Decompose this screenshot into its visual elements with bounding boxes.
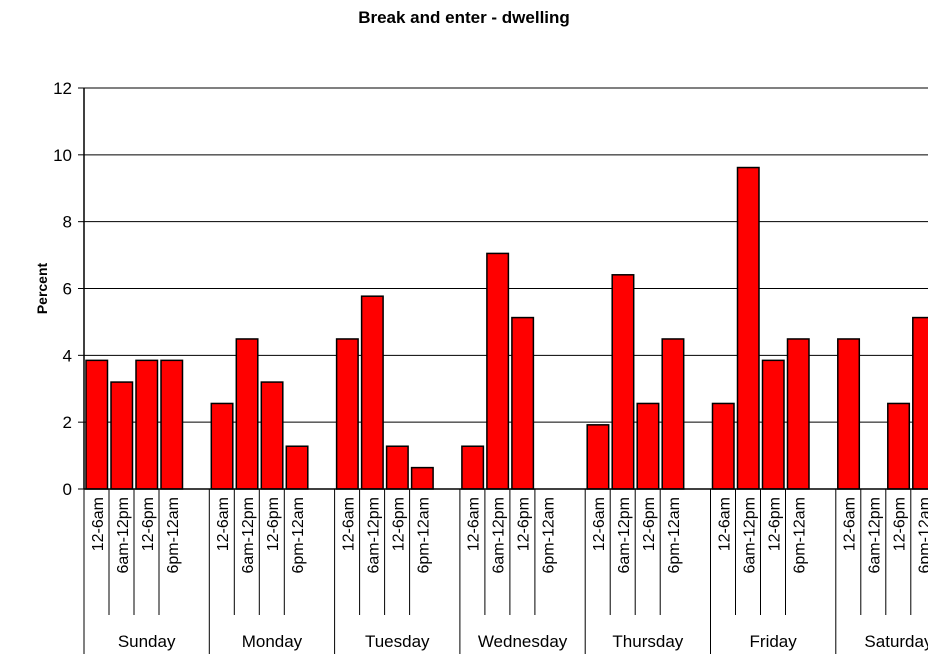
bar <box>736 166 760 490</box>
bar <box>410 466 434 490</box>
y-tick-label: 10 <box>53 146 72 165</box>
bar <box>360 295 384 490</box>
chart-title: Break and enter - dwelling <box>358 8 570 27</box>
y-tick-label: 2 <box>63 413 72 432</box>
period-label: 6am-12pm <box>616 497 633 573</box>
bar <box>285 445 309 490</box>
bar <box>160 359 184 490</box>
period-label: 12-6am <box>466 497 483 551</box>
bar <box>235 338 259 490</box>
bar <box>385 445 409 490</box>
period-label: 12-6pm <box>390 497 407 551</box>
bar <box>711 402 735 490</box>
period-label: 12-6pm <box>140 497 157 551</box>
period-label: 12-6am <box>340 497 357 551</box>
period-label: 6am-12pm <box>365 497 382 573</box>
period-label: 6am-12pm <box>867 497 884 573</box>
y-tick-label: 4 <box>63 346 72 365</box>
bar <box>611 274 635 490</box>
bar <box>912 316 928 490</box>
bar <box>786 338 810 490</box>
y-tick-label: 12 <box>53 79 72 98</box>
bar <box>486 252 510 490</box>
period-label: 12-6am <box>215 497 232 551</box>
period-label: 12-6am <box>591 497 608 551</box>
y-tick-label: 6 <box>63 280 72 299</box>
bar <box>461 445 485 490</box>
bar <box>887 402 911 490</box>
period-label: 12-6pm <box>265 497 282 551</box>
period-label: 6am-12pm <box>741 497 758 573</box>
period-label: 12-6pm <box>516 497 533 551</box>
period-label: 6pm-12am <box>917 497 928 573</box>
y-tick-label: 8 <box>63 213 72 232</box>
period-label: 6pm-12am <box>415 497 432 573</box>
period-label: 12-6pm <box>766 497 783 551</box>
bar <box>511 316 535 490</box>
bar <box>210 402 234 490</box>
period-label: 6pm-12am <box>666 497 683 573</box>
bar <box>661 338 685 490</box>
period-label: 12-6pm <box>641 497 658 551</box>
bar <box>85 359 109 490</box>
period-label: 12-6pm <box>892 497 909 551</box>
period-label: 6pm-12am <box>290 497 307 573</box>
bar <box>761 359 785 490</box>
y-tick-label: 0 <box>63 480 72 499</box>
period-label: 12-6am <box>842 497 859 551</box>
period-label: 6am-12pm <box>491 497 508 573</box>
bar <box>260 381 284 490</box>
bar <box>837 338 861 490</box>
y-axis-label: Percent <box>34 262 50 314</box>
day-label: Monday <box>242 632 303 651</box>
day-label: Saturday <box>864 632 928 651</box>
period-label: 6am-12pm <box>240 497 257 573</box>
day-label: Friday <box>750 632 798 651</box>
period-label: 6pm-12am <box>791 497 808 573</box>
bar <box>110 381 134 490</box>
bar <box>636 402 660 490</box>
bar <box>335 338 359 490</box>
period-label: 6pm-12am <box>541 497 558 573</box>
day-label: Sunday <box>118 632 176 651</box>
day-label: Tuesday <box>365 632 430 651</box>
period-label: 6pm-12am <box>165 497 182 573</box>
period-label: 12-6am <box>716 497 733 551</box>
period-label: 12-6am <box>90 497 107 551</box>
period-label: 6am-12pm <box>115 497 132 573</box>
day-label: Thursday <box>612 632 683 651</box>
bar <box>135 359 159 490</box>
day-label: Wednesday <box>478 632 568 651</box>
bar <box>586 424 610 490</box>
